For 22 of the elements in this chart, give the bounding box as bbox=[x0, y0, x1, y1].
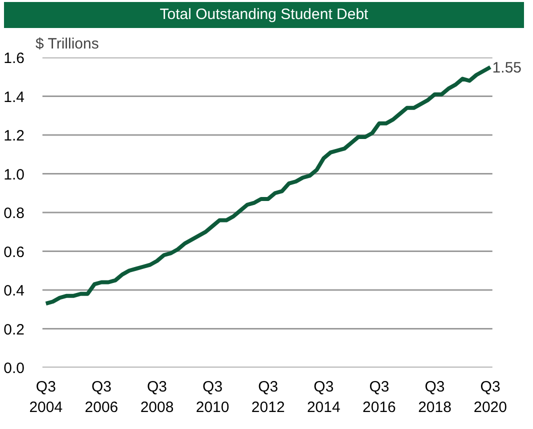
chart-title: Total Outstanding Student Debt bbox=[160, 5, 368, 25]
x-tick-label: Q3 2018 bbox=[418, 378, 452, 416]
x-tick-label: Q3 2006 bbox=[84, 378, 118, 416]
y-tick-label: 0.8 bbox=[4, 205, 25, 222]
x-tick-label: Q3 2008 bbox=[140, 378, 174, 416]
y-axis-title: $ Trillions bbox=[36, 36, 99, 52]
x-tick-label: Q3 2020 bbox=[474, 378, 507, 416]
y-tick-label: 1.2 bbox=[4, 128, 25, 144]
x-tick-label: Q3 2014 bbox=[306, 378, 340, 416]
y-tick-label: 0.2 bbox=[4, 321, 25, 338]
line-series bbox=[44, 65, 492, 306]
y-tick-label: 0.6 bbox=[4, 244, 25, 261]
x-tick-label: Q3 2004 bbox=[29, 378, 63, 416]
x-tick-label: Q3 2010 bbox=[196, 378, 230, 416]
y-tick-label: 1.6 bbox=[4, 50, 25, 67]
x-tick-label: Q3 2012 bbox=[251, 378, 285, 416]
y-tick-label: 0.0 bbox=[4, 360, 25, 377]
y-tick-label: 1.4 bbox=[4, 88, 25, 106]
y-tick-label: 1.0 bbox=[4, 166, 25, 184]
y-tick-label: 0.4 bbox=[4, 282, 25, 300]
annotation: 1.55 bbox=[492, 60, 522, 77]
x-tick-label: Q3 2016 bbox=[362, 378, 396, 416]
